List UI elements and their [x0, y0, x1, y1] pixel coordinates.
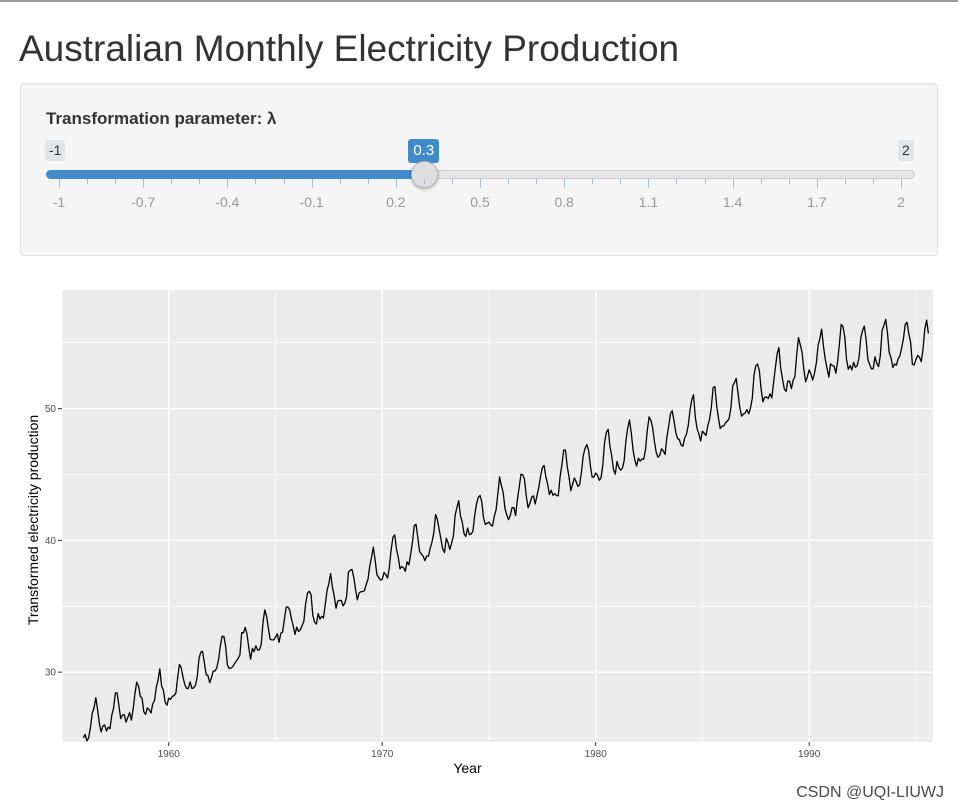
x-axis-tick-label: 1960	[158, 749, 181, 760]
slider-major-tick	[480, 179, 481, 188]
slider-label: Transformation parameter: λ	[46, 109, 277, 128]
y-axis-tick-label: 50	[45, 404, 57, 415]
slider-major-tick	[227, 179, 229, 188]
slider-tick-label: 1.1	[638, 194, 659, 210]
slider-minor-tick	[536, 179, 538, 184]
slider-major-tick	[59, 179, 60, 188]
slider-handle[interactable]	[410, 161, 438, 188]
slider-minor-tick	[367, 179, 369, 184]
x-axis-title: Year	[453, 760, 482, 776]
slider-tick-label: 1.7	[807, 194, 827, 210]
slider-tick-label: 0.2	[386, 194, 406, 210]
slider-minor-tick	[704, 179, 706, 184]
slider-tick-label: -0.1	[299, 194, 324, 210]
slider-major-tick	[143, 179, 145, 188]
y-axis-tick-label: 30	[45, 668, 57, 679]
slider-tick-label: 1.4	[722, 194, 743, 210]
x-axis-tick-label: 1970	[371, 749, 394, 760]
plot-panel	[62, 290, 933, 742]
slider-minor-tick	[115, 179, 117, 184]
slider-major-tick	[901, 179, 902, 188]
slider-minor-tick	[620, 179, 622, 184]
time-series-chart: 1960 1970 1980 1990 30 40 50 Year Transformed el…	[25, 290, 933, 776]
slider-minor-tick	[676, 179, 678, 184]
slider-tick-label: 2	[897, 194, 905, 210]
slider-value-bubble: 0.3	[408, 139, 440, 169]
slider-minor-tick	[508, 179, 510, 184]
slider-major-tick	[395, 179, 397, 188]
slider-tick-label: 0.8	[554, 194, 574, 210]
slider-minor-tick	[199, 179, 201, 184]
slider-tick-label: 0.5	[470, 194, 490, 210]
watermark: CSDN @UQI-LIUWJ	[796, 784, 944, 801]
page-title: Australian Monthly Electricity Productio…	[19, 28, 680, 69]
slider-tick-label: -0.7	[131, 194, 156, 210]
slider-minor-tick	[844, 179, 846, 184]
y-axis-title: Transformed electricity production	[25, 415, 41, 625]
slider-minor-tick	[872, 179, 874, 184]
y-axis-tick-label: 40	[45, 536, 57, 547]
slider-minor-tick	[339, 179, 341, 184]
slider-panel: Transformation parameter: λ -1 2 0.3 -1 -…	[20, 83, 938, 256]
slider-major-tick	[648, 179, 650, 188]
x-axis-tick-label: 1980	[585, 749, 608, 760]
slider-minor-tick	[592, 179, 594, 184]
slider-minor-tick	[171, 179, 173, 184]
slider-minor-tick	[87, 179, 89, 184]
slider-major-tick	[564, 179, 566, 188]
plot-output: 1960 1970 1980 1990 30 40 50 Year Transformed el…	[0, 270, 958, 790]
slider-min-label: -1	[45, 140, 66, 161]
slider-max-label: 2	[898, 140, 914, 161]
slider-minor-tick	[760, 179, 762, 184]
slider-major-tick	[732, 179, 734, 188]
slider-minor-tick	[451, 179, 453, 184]
slider-major-tick	[816, 179, 818, 188]
slider-minor-tick	[255, 179, 257, 184]
slider-major-tick	[311, 179, 313, 188]
slider-minor-tick	[283, 179, 285, 184]
slider-minor-tick	[788, 179, 790, 184]
slider-tick-label: -0.4	[215, 194, 240, 210]
x-axis-tick-label: 1990	[798, 749, 821, 760]
slider-minor-tick	[423, 179, 425, 184]
slider-tick-label: -1	[52, 194, 66, 210]
slider-fill	[46, 170, 424, 179]
top-border	[0, 0, 958, 2]
series-line	[82, 318, 930, 742]
